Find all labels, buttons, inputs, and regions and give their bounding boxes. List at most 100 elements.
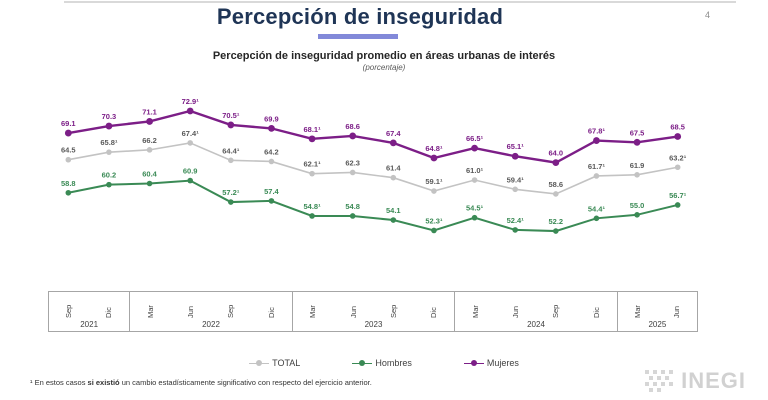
month-tick-label: Dic	[266, 307, 276, 318]
data-label: 67.4	[386, 129, 401, 138]
data-point	[511, 152, 519, 160]
series-total: 64.5 65.8¹ 66.2 67.4¹ 64.4¹ 64.2 62.1¹ 62.3 61.4…	[61, 129, 687, 197]
data-label: 59.1¹	[425, 177, 443, 186]
data-label: 70.3	[102, 112, 117, 121]
month-tick-label: Sep	[64, 304, 74, 318]
month-tick-label: Mar	[308, 305, 318, 318]
data-label: 64.5	[61, 146, 76, 155]
month-tick-label: Mar	[632, 305, 642, 318]
months-row: Mar Jun Sep Dic	[455, 292, 617, 319]
legend-label: Hombres	[375, 358, 412, 368]
data-point	[309, 170, 315, 177]
data-point	[349, 132, 357, 140]
months-row: Mar Jun Sep Dic	[130, 292, 292, 319]
year-group-2023: Mar Jun Sep Dic 2023	[291, 292, 455, 331]
data-label: 68.5	[670, 123, 685, 132]
legend-item-total: TOTAL	[249, 358, 300, 368]
data-point	[65, 189, 72, 196]
series-line-hombres	[68, 179, 678, 233]
data-label: 61.9	[630, 161, 645, 170]
data-point	[593, 173, 600, 179]
data-point	[633, 138, 641, 146]
data-point	[512, 186, 518, 193]
data-point	[471, 214, 478, 221]
months-row: Sep Dic	[49, 292, 129, 319]
data-label: 67.8¹	[588, 127, 606, 136]
data-label: 70.5¹	[222, 111, 240, 120]
footnote: ¹ En estos casos si existió un cambio es…	[30, 378, 372, 387]
month-tick-label: Mar	[145, 305, 155, 318]
data-point	[228, 157, 234, 164]
month-tick-label: Dic	[104, 307, 114, 318]
data-point	[349, 169, 356, 176]
month-tick-label: Dic	[429, 307, 439, 318]
series-line-mujeres	[68, 109, 678, 164]
data-point	[634, 172, 640, 178]
legend-swatch-icon	[249, 360, 270, 366]
page-title: Percepción de inseguridad	[216, 4, 504, 29]
data-point	[430, 154, 438, 162]
year-tick-label: 2021	[80, 320, 99, 329]
data-label: 58.8	[61, 179, 76, 188]
title-underline	[318, 34, 398, 39]
data-point	[593, 137, 600, 144]
data-label: 66.5¹	[466, 134, 484, 143]
data-point	[553, 191, 559, 197]
inegi-logo-mark	[645, 370, 674, 392]
data-label: 60.2	[102, 171, 117, 180]
data-label: 72.9¹	[182, 97, 200, 106]
data-point	[593, 215, 600, 222]
month-tick-label: Jun	[672, 305, 682, 318]
data-label: 61.4	[386, 164, 401, 173]
month-tick-label: Sep	[388, 304, 398, 318]
data-point	[553, 228, 559, 234]
data-label: 58.6	[549, 180, 564, 189]
year-group-2025: Mar Jun 2025	[616, 292, 698, 331]
data-label: 61.7¹	[588, 162, 606, 171]
data-point	[308, 135, 316, 143]
data-label: 52.2	[549, 217, 564, 226]
footnote-pre: En estos casos	[32, 378, 88, 387]
legend-item-hombres: Hombres	[352, 358, 412, 368]
data-point	[146, 180, 153, 187]
inegi-logo: INEGI	[643, 368, 746, 394]
data-point	[268, 158, 275, 165]
month-tick-label: Sep	[226, 304, 236, 318]
data-point	[309, 213, 315, 219]
year-tick-label: 2023	[364, 320, 383, 329]
months-row: Mar Jun Sep Dic	[293, 292, 455, 319]
data-point	[268, 198, 275, 204]
data-label: 71.1	[142, 107, 157, 116]
month-tick-label: Dic	[591, 307, 601, 318]
data-point	[389, 139, 397, 147]
data-point	[187, 140, 193, 146]
month-tick-label: Jun	[511, 305, 521, 318]
data-point	[512, 227, 518, 233]
data-point	[674, 164, 681, 171]
data-point	[146, 147, 153, 153]
data-point	[105, 122, 113, 130]
line-chart-svg: 64.5 65.8¹ 66.2 67.4¹ 64.4¹ 64.2 62.1¹ 62.3 61.4…	[61, 97, 687, 234]
year-group-2024: Mar Jun Sep Dic 2024	[454, 292, 617, 331]
page-number: 4	[704, 10, 710, 20]
data-label: 62.1¹	[304, 160, 322, 169]
series-mujeres: 69.1 70.3 71.1 72.9¹ 70.5¹ 69.9 68.1¹ 68.6 67.4 6…	[61, 97, 685, 167]
data-label: 65.1¹	[507, 142, 525, 151]
legend-swatch-icon	[463, 360, 484, 366]
data-label: 69.1	[61, 119, 76, 128]
data-label: 57.4	[264, 187, 279, 196]
subtitle-block: Percepción de inseguridad promedio en ár…	[0, 50, 768, 72]
months-row: Mar Jun	[618, 292, 697, 319]
data-point	[106, 181, 112, 188]
data-label: 54.5¹	[466, 204, 484, 213]
year-group-2022: Mar Jun Sep Dic 2022	[129, 292, 292, 331]
data-label: 64.4¹	[222, 146, 240, 155]
footnote-post: un cambio estadísticamente significativo…	[119, 378, 372, 387]
data-label: 66.2	[142, 136, 157, 145]
data-label: 64.2	[264, 147, 279, 156]
data-label: 65.8¹	[100, 138, 118, 147]
series-hombres: 58.8 60.2 60.4 60.9 57.2¹ 57.4 54.8¹ 54.8 54.1 52…	[61, 167, 687, 234]
data-label: 54.1	[386, 206, 401, 215]
data-label: 61.0¹	[466, 166, 484, 175]
